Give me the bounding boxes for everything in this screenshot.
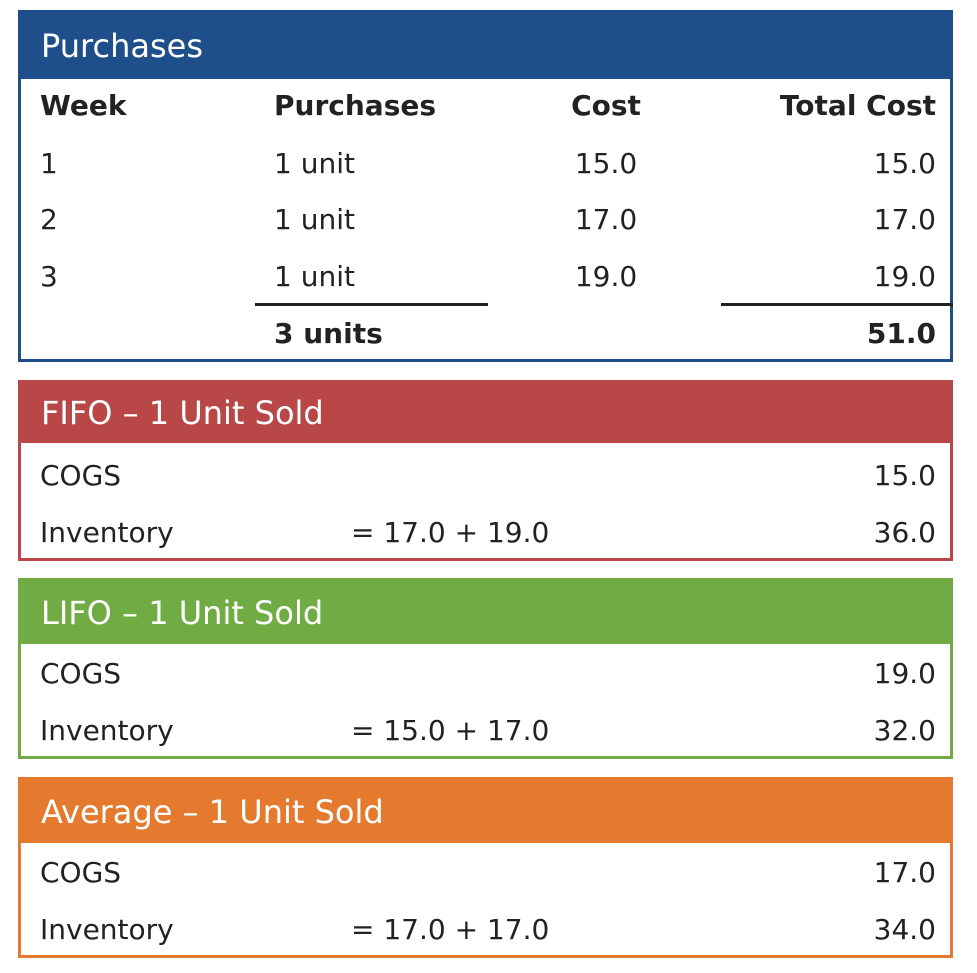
cogs-label: COGS xyxy=(40,657,122,690)
cost-cell: 19.0 xyxy=(574,260,638,293)
inventory-label: Inventory xyxy=(40,913,174,946)
lifo-panel: LIFO – 1 Unit Sold COGS 19.0 Inventory =… xyxy=(18,578,953,759)
purchases-title: Purchases xyxy=(41,27,203,65)
total-cost: 51.0 xyxy=(866,317,936,350)
total-cost-cell: 17.0 xyxy=(873,203,936,236)
average-panel: Average – 1 Unit Sold COGS 17.0 Inventor… xyxy=(18,777,953,958)
col-total-cost: Total Cost xyxy=(779,89,936,122)
fifo-header: FIFO – 1 Unit Sold xyxy=(21,383,950,443)
inventory-formula: = 15.0 + 17.0 xyxy=(351,714,550,747)
inventory-value: 32.0 xyxy=(873,714,936,747)
fifo-panel: FIFO – 1 Unit Sold COGS 15.0 Inventory =… xyxy=(18,380,953,561)
total-units: 3 units xyxy=(274,317,383,350)
inventory-formula: = 17.0 + 19.0 xyxy=(351,516,550,549)
total-cost-cell: 19.0 xyxy=(873,260,936,293)
lifo-header: LIFO – 1 Unit Sold xyxy=(21,581,950,644)
cost-cell: 17.0 xyxy=(574,203,638,236)
cost-cell: 15.0 xyxy=(574,147,638,180)
cogs-value: 15.0 xyxy=(873,459,936,492)
total-cost-cell: 15.0 xyxy=(873,147,936,180)
col-cost: Cost xyxy=(571,89,641,122)
fifo-title: FIFO – 1 Unit Sold xyxy=(41,394,324,432)
purchases-cell: 1 unit xyxy=(274,147,355,180)
week-cell: 3 xyxy=(40,260,58,293)
cogs-value: 19.0 xyxy=(873,657,936,690)
inventory-value: 36.0 xyxy=(873,516,936,549)
week-cell: 2 xyxy=(40,203,58,236)
purchases-panel: Purchases Week Purchases Cost Total Cost… xyxy=(18,10,953,362)
purchases-cell: 1 unit xyxy=(274,260,355,293)
cost-sum-line xyxy=(721,303,953,306)
cogs-value: 17.0 xyxy=(873,856,936,889)
cogs-label: COGS xyxy=(40,459,122,492)
average-header: Average – 1 Unit Sold xyxy=(21,780,950,843)
cogs-label: COGS xyxy=(40,856,122,889)
inventory-formula: = 17.0 + 17.0 xyxy=(351,913,550,946)
inventory-value: 34.0 xyxy=(873,913,936,946)
purchases-cell: 1 unit xyxy=(274,203,355,236)
purchases-header: Purchases xyxy=(21,13,950,79)
col-week: Week xyxy=(40,89,127,122)
average-title: Average – 1 Unit Sold xyxy=(41,792,384,831)
inventory-label: Inventory xyxy=(40,714,174,747)
inventory-label: Inventory xyxy=(40,516,174,549)
lifo-title: LIFO – 1 Unit Sold xyxy=(41,593,324,632)
col-purchases: Purchases xyxy=(274,89,437,122)
units-sum-line xyxy=(255,303,488,306)
week-cell: 1 xyxy=(40,147,58,180)
